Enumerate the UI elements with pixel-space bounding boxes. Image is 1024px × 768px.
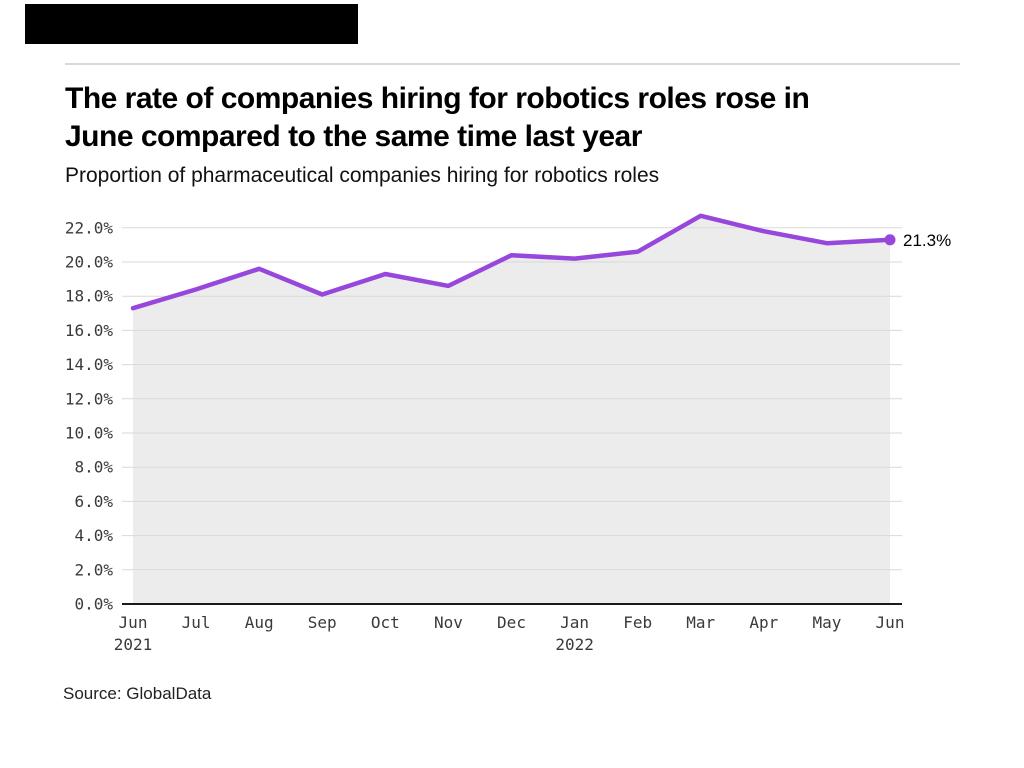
chart-subtitle: Proportion of pharmaceutical companies h… [65,164,660,187]
x-axis-label: Aug [245,613,274,632]
x-axis-label: Dec [497,613,526,632]
y-axis-label: 20.0% [65,253,114,272]
y-axis-label: 16.0% [65,321,114,340]
source-note: Source: GlobalData [63,684,212,703]
x-axis-label: Oct [371,613,400,632]
trend-line [130,213,893,311]
end-point-dot [884,234,896,246]
x-axis-year-label: 2021 [114,635,153,654]
chart-title-line1: The rate of companies hiring for robotic… [65,82,810,115]
y-axis-label: 10.0% [65,424,114,443]
chart-title-line2: June compared to the same time last year [65,120,642,153]
y-axis-label: 6.0% [74,492,113,511]
chart-title: The rate of companies hiring for robotic… [65,80,810,156]
x-axis-year-label: 2022 [555,635,594,654]
x-axis-label: Apr [749,613,778,632]
x-axis-label: Jan [560,613,589,632]
y-axis-label: 4.0% [74,526,113,545]
x-axis-label: Nov [434,613,463,632]
y-axis-label: 18.0% [65,287,114,306]
y-axis-label: 14.0% [65,355,114,374]
y-axis-label: 12.0% [65,389,114,408]
x-axis-label: Jul [182,613,211,632]
header-divider [65,63,960,65]
x-axis-label: Feb [623,613,652,632]
x-axis-label: Jun [119,613,148,632]
masked-logo-bar [25,4,358,44]
y-axis-label: 2.0% [74,560,113,579]
x-axis-label: Mar [686,613,715,632]
x-axis-label: May [812,613,841,632]
y-axis-label: 8.0% [74,458,113,477]
x-axis-label: Sep [308,613,337,632]
area-fill [133,215,890,605]
y-axis-label: 22.0% [65,218,114,237]
y-axis-label: 0.0% [74,595,113,614]
x-axis-label: Jun [876,613,905,632]
end-value-label: 21.3% [903,231,951,250]
